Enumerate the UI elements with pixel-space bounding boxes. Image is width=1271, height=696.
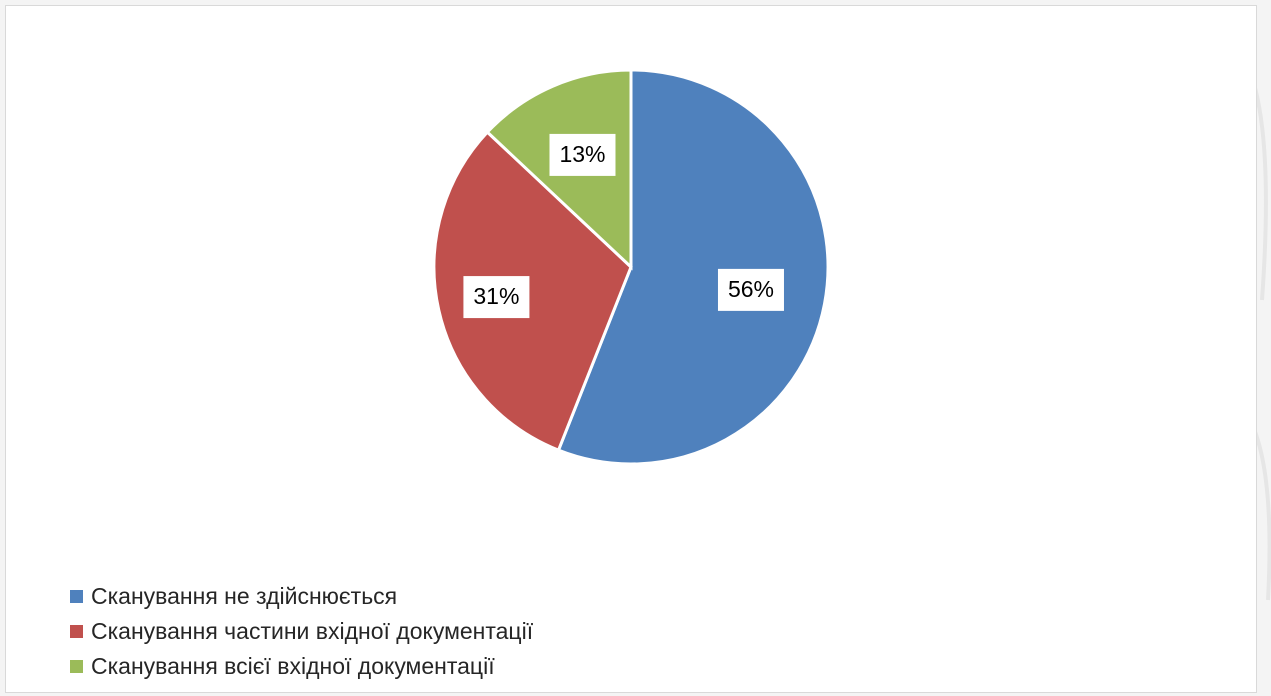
data-label-box-1 [463,276,530,319]
data-label-text-1: 31% [473,283,519,309]
data-label-2: 13% [549,133,616,176]
legend-label-1: Сканування частини вхідної документації [91,618,534,644]
legend-swatch-1 [70,625,83,638]
pie-slice-1 [432,130,633,453]
legend-swatch-2 [70,660,83,673]
legend-item-0: Сканування не здійснюється [70,579,533,614]
legend-label-2: Сканування всієї вхідної документації [91,653,495,679]
legend-item-1: Сканування частини вхідної документації [70,614,533,649]
data-label-text-2: 13% [559,141,605,167]
data-label-1: 31% [463,276,530,319]
data-label-box-2 [549,133,616,176]
legend-label-0: Сканування не здійснюється [91,583,398,609]
data-label-text-0: 56% [728,276,774,302]
data-label-box-0 [717,268,784,311]
chart-area: 56% 31% 13% Сканування не здійснюється Ска… [5,5,1257,693]
pie-slice-0 [556,68,830,466]
legend-swatch-0 [70,590,83,603]
legend-item-2: Сканування всієї вхідної документації [70,649,533,684]
data-label-0: 56% [717,268,784,311]
pie-chart: 56% 31% 13% [432,68,830,466]
legend: Сканування не здійснюється Сканування ча… [70,579,533,684]
